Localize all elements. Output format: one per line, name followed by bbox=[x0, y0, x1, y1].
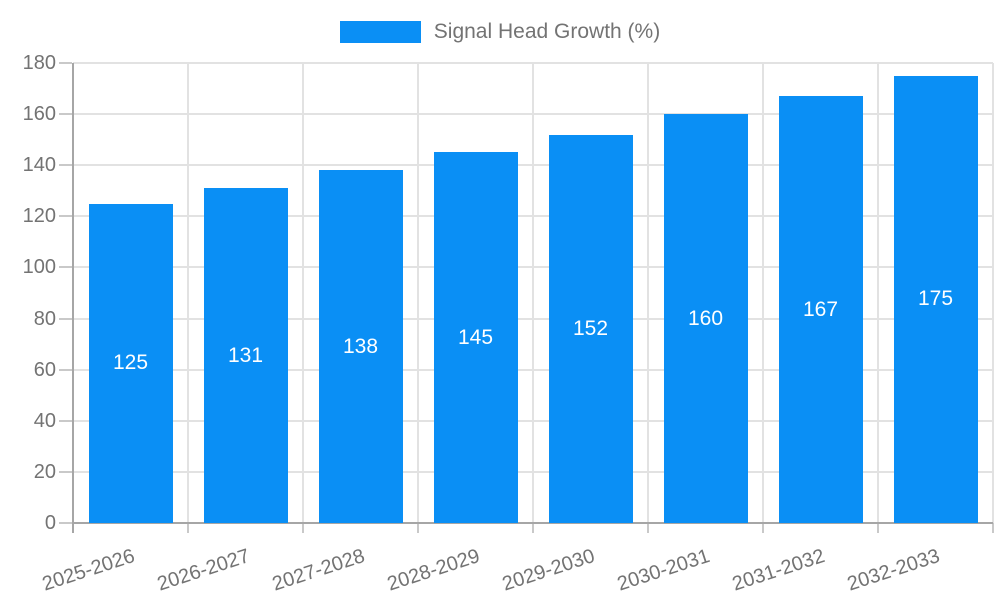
x-tick-label-text: 2028-2029 bbox=[384, 545, 483, 596]
x-tick bbox=[992, 523, 994, 533]
bar-value-label: 152 bbox=[572, 316, 609, 340]
bar-value-label: 175 bbox=[917, 287, 954, 311]
y-tick bbox=[59, 62, 72, 64]
y-tick bbox=[59, 113, 72, 116]
y-tick-label: 160 bbox=[22, 103, 56, 126]
x-tick bbox=[877, 523, 879, 533]
bar-value-label: 125 bbox=[112, 351, 149, 375]
legend-label: Signal Head Growth (%) bbox=[433, 20, 661, 43]
bar[interactable] bbox=[663, 114, 748, 523]
x-tick bbox=[417, 523, 419, 533]
x-tick bbox=[762, 523, 764, 533]
legend[interactable]: Signal Head Growth (%) bbox=[0, 20, 1000, 44]
x-tick bbox=[532, 523, 534, 533]
bar[interactable] bbox=[433, 152, 518, 523]
bar[interactable] bbox=[318, 170, 403, 523]
y-tick-label: 20 bbox=[33, 460, 56, 483]
legend-swatch bbox=[339, 21, 421, 43]
y-tick bbox=[59, 266, 72, 269]
bar-value-label: 138 bbox=[342, 334, 379, 358]
x-axis-line bbox=[73, 522, 993, 524]
x-gridline bbox=[992, 63, 994, 523]
x-tick bbox=[302, 523, 304, 533]
y-tick bbox=[59, 317, 72, 320]
y-tick bbox=[59, 368, 72, 371]
bar[interactable] bbox=[548, 134, 633, 523]
x-gridline bbox=[877, 63, 879, 523]
bar[interactable] bbox=[893, 75, 978, 523]
x-gridline bbox=[762, 63, 764, 523]
y-tick-label: 80 bbox=[33, 307, 56, 330]
x-tick-label-text: 2029-2030 bbox=[499, 545, 598, 596]
x-gridline bbox=[187, 63, 189, 523]
x-tick-label-text: 2026-2027 bbox=[154, 545, 253, 596]
bar-value-label: 145 bbox=[457, 325, 494, 349]
y-tick-label: 180 bbox=[22, 52, 56, 74]
x-tick bbox=[647, 523, 649, 533]
y-tick-label: 40 bbox=[33, 409, 56, 432]
bar-value-label: 160 bbox=[687, 306, 724, 330]
x-tick-label-text: 2030-2031 bbox=[614, 545, 713, 596]
x-tick-label-text: 2027-2028 bbox=[269, 545, 368, 596]
bar[interactable] bbox=[88, 203, 173, 523]
bar[interactable] bbox=[203, 188, 288, 523]
y-tick-label: 120 bbox=[22, 205, 56, 228]
y-tick-label: 60 bbox=[33, 358, 56, 381]
x-gridline bbox=[302, 63, 304, 523]
y-tick bbox=[59, 215, 72, 218]
bar[interactable] bbox=[778, 96, 863, 523]
y-axis-line bbox=[72, 63, 74, 533]
x-tick bbox=[187, 523, 189, 533]
x-tick-label-text: 2025-2026 bbox=[39, 545, 138, 596]
bar-value-label: 131 bbox=[227, 343, 264, 367]
x-gridline bbox=[647, 63, 649, 523]
y-tick bbox=[59, 522, 72, 524]
y-tick-label: 0 bbox=[44, 512, 56, 534]
x-gridline bbox=[417, 63, 419, 523]
y-tick-label: 100 bbox=[22, 256, 56, 279]
bar-value-label: 167 bbox=[802, 297, 839, 321]
y-tick bbox=[59, 419, 72, 422]
x-gridline bbox=[532, 63, 534, 523]
y-tick bbox=[59, 470, 72, 473]
x-tick-label-text: 2031-2032 bbox=[729, 545, 828, 596]
y-tick bbox=[59, 164, 72, 167]
y-tick-label: 140 bbox=[22, 154, 56, 177]
x-tick-label-text: 2032-2033 bbox=[844, 545, 943, 596]
